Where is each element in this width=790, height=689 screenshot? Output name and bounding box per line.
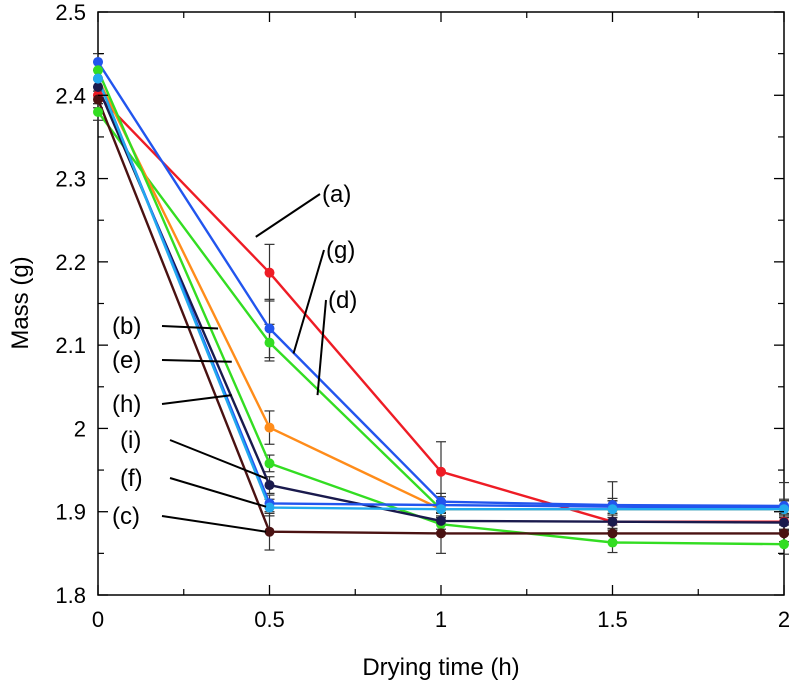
annotation-label: (c) [112,503,140,530]
y-tick-label: 1.8 [55,583,86,608]
data-point [779,517,789,528]
data-point [264,458,275,469]
data-point [93,94,103,105]
y-tick-label: 2.4 [55,83,86,108]
data-point [436,528,446,539]
data-point [264,337,275,348]
x-tick-label: 1 [435,607,447,632]
tick-layer: 0 0.5 1 1.5 2 1.8 1.9 2 2.1 2.2 2.3 2.4 2.5 [55,0,790,632]
annotation-label: (g) [326,237,355,264]
data-point [93,65,103,76]
x-tick-label: 0 [92,607,104,632]
y-tick-label: 2.1 [55,333,86,358]
annotation-leader [161,515,267,533]
series-line [96,61,785,508]
x-tick-label: 0.5 [254,607,285,632]
data-point [264,323,275,334]
annotation-leader [255,193,321,238]
y-tick-label: 2.3 [55,167,86,192]
annotation-leader [161,394,232,405]
x-tick-label: 1.5 [597,607,628,632]
y-tick-label: 2 [74,416,86,441]
annotation-leader [161,325,219,330]
data-point [607,504,618,515]
series-layer [93,56,789,550]
data-point [264,422,275,433]
annotation-label: (d) [328,287,357,314]
annotation-leader [161,359,232,363]
annotation-label: (a) [322,181,351,208]
annotation-layer: (a) (g) (d) (b) (e) (h) (i) (f) (c) [112,181,357,533]
data-point [264,480,275,491]
annotation-label: (e) [112,347,141,374]
annotation-label: (h) [112,391,141,418]
data-point [93,106,103,117]
annotation-leader [169,477,267,508]
data-point [264,526,275,537]
y-tick-label: 2.2 [55,250,86,275]
annotation-leader [292,249,325,354]
x-axis-title: Drying time (h) [362,654,519,681]
data-point [607,516,618,527]
data-point [93,73,103,84]
data-point [436,504,446,515]
data-point [779,539,789,550]
data-point [93,81,103,92]
data-point [264,502,275,513]
error-bar-layer [93,53,789,555]
annotation-label: (f) [120,465,143,492]
annotation-label: (i) [120,427,141,454]
annotation-leader [316,299,327,396]
y-tick-label: 2.5 [55,0,86,25]
data-point [607,528,618,539]
x-tick-label: 2 [778,607,790,632]
data-point [93,56,103,67]
annotation-label: (b) [112,313,141,340]
annotation-leader [169,439,267,480]
data-point [264,267,275,278]
data-point [607,537,618,548]
y-tick-label: 1.9 [55,500,86,525]
data-point [436,466,446,477]
y-axis-title: Mass (g) [7,256,34,349]
data-point [779,504,789,515]
data-point [436,515,446,526]
data-point [779,528,789,539]
